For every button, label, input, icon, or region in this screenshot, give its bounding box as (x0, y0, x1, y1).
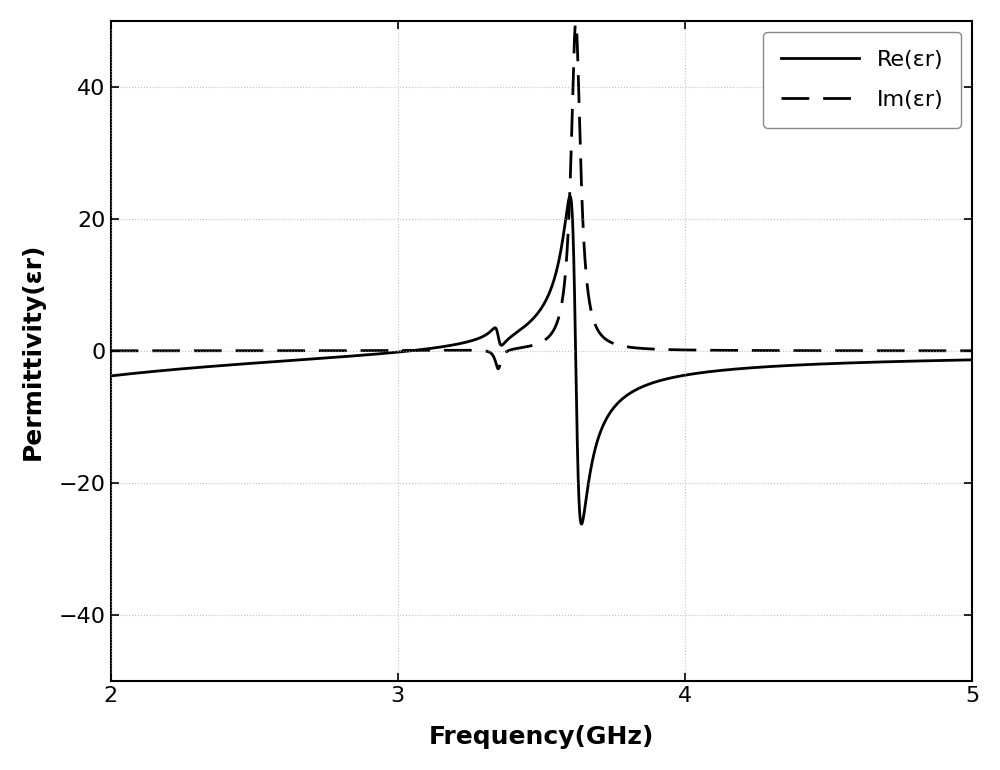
Re(εr) (575, 520, 587, 529)
Legend: Re(εr), Im(εr): Re(εr), Im(εr) (763, 32, 961, 128)
Re(εr) (966, 355, 978, 364)
Y-axis label: Permittivity(εr): Permittivity(εr) (21, 242, 45, 460)
Re(εr) (910, 357, 922, 366)
Re(εr) (722, 365, 734, 374)
Im(εr) (319, 346, 331, 355)
Line: Re(εr): Re(εr) (111, 196, 972, 524)
Im(εr) (105, 346, 117, 356)
Im(εr) (492, 364, 504, 373)
Re(εr) (626, 387, 638, 397)
Im(εr) (626, 343, 638, 352)
Re(εr) (564, 192, 576, 201)
Im(εr) (722, 346, 734, 355)
Im(εr) (910, 346, 922, 356)
Line: Im(εr): Im(εr) (111, 22, 972, 369)
Im(εr) (570, 18, 582, 27)
Re(εr) (319, 353, 331, 363)
Re(εr) (658, 375, 670, 384)
X-axis label: Frequency(GHz): Frequency(GHz) (429, 725, 654, 749)
Im(εr) (512, 343, 524, 353)
Re(εr) (512, 326, 524, 336)
Re(εr) (105, 371, 117, 380)
Im(εr) (658, 345, 670, 354)
Im(εr) (966, 346, 978, 356)
